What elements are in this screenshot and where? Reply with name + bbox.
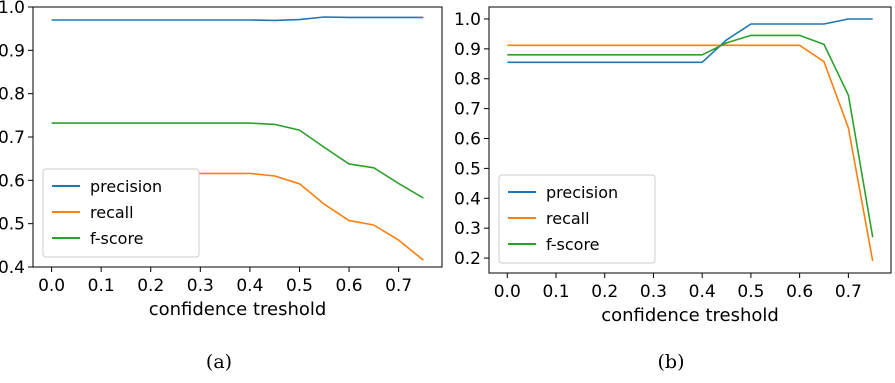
y-tick-label: 0.5 <box>0 215 25 235</box>
y-tick-label: 0.6 <box>454 130 481 150</box>
y-tick-label: 0.9 <box>0 41 25 61</box>
x-tick-label: 0.6 <box>786 282 813 302</box>
x-tick-label: 0.3 <box>640 282 667 302</box>
plot-frame <box>488 6 892 274</box>
y-tick-label: 1.0 <box>454 10 481 30</box>
y-tick-label: 0.4 <box>454 189 481 209</box>
x-tick-label: 0.4 <box>236 276 263 296</box>
y-tick-label: 0.7 <box>0 128 25 148</box>
series-line-recall <box>507 44 874 262</box>
y-tick-label: 0.9 <box>454 40 481 60</box>
chart-panel-a: 0.4 0.5 0.6 0.7 0.8 0.9 1.0 0.0 0.1 0.2 0.3 0.4 0.5 0… <box>0 0 443 373</box>
x-tick-label: 0.2 <box>137 276 164 296</box>
series-line-f-score <box>51 122 424 199</box>
legend: precision recall f-score <box>498 174 656 264</box>
legend-label: f-score <box>546 235 600 254</box>
legend-label: precision <box>546 183 618 202</box>
x-tick-label: 0.7 <box>835 282 862 302</box>
y-tick-label: 0.6 <box>0 171 25 191</box>
series-line-precision <box>507 18 873 64</box>
x-tick-label: 0.5 <box>737 282 764 302</box>
legend-label: f-score <box>90 229 144 248</box>
x-tick-label: 0.3 <box>187 276 214 296</box>
y-tick-label: 0.3 <box>454 219 481 239</box>
y-tick-label: 0.5 <box>454 159 481 179</box>
x-tick-label: 0.5 <box>286 276 313 296</box>
panel-caption: (b) <box>658 351 685 373</box>
x-tick-label: 0.2 <box>591 282 618 302</box>
panel-caption: (a) <box>206 351 232 373</box>
legend: precision recall f-score <box>42 168 200 258</box>
legend-box <box>42 168 200 258</box>
y-tick-label: 0.2 <box>454 249 481 269</box>
y-tick-label: 0.8 <box>454 70 481 90</box>
legend-box <box>498 174 656 264</box>
x-tick-label: 0.6 <box>336 276 363 296</box>
legend-label: precision <box>90 177 162 196</box>
series-line-precision <box>51 16 424 22</box>
x-axis-title: confidence treshold <box>149 299 327 320</box>
chart-panel-b: 0.2 0.3 0.4 0.5 0.6 0.7 0.8 0.9 1.0 0.0 0.1 0.2 0.3 0… <box>454 6 892 373</box>
x-tick-label: 0.0 <box>494 282 521 302</box>
x-tick-label: 0.1 <box>88 276 115 296</box>
legend-label: recall <box>546 209 590 228</box>
series-line-f-score <box>507 34 874 238</box>
x-tick-label: 0.4 <box>689 282 716 302</box>
y-tick-label: 0.8 <box>0 85 25 105</box>
x-tick-label: 0.0 <box>38 276 65 296</box>
y-tick-label: 0.4 <box>0 258 25 278</box>
y-tick-label: 0.7 <box>454 100 481 120</box>
x-tick-label: 0.7 <box>385 276 412 296</box>
y-tick-label: 1.0 <box>0 0 25 18</box>
x-axis-title: confidence treshold <box>601 305 779 326</box>
x-tick-label: 0.1 <box>542 282 569 302</box>
legend-label: recall <box>90 203 134 222</box>
